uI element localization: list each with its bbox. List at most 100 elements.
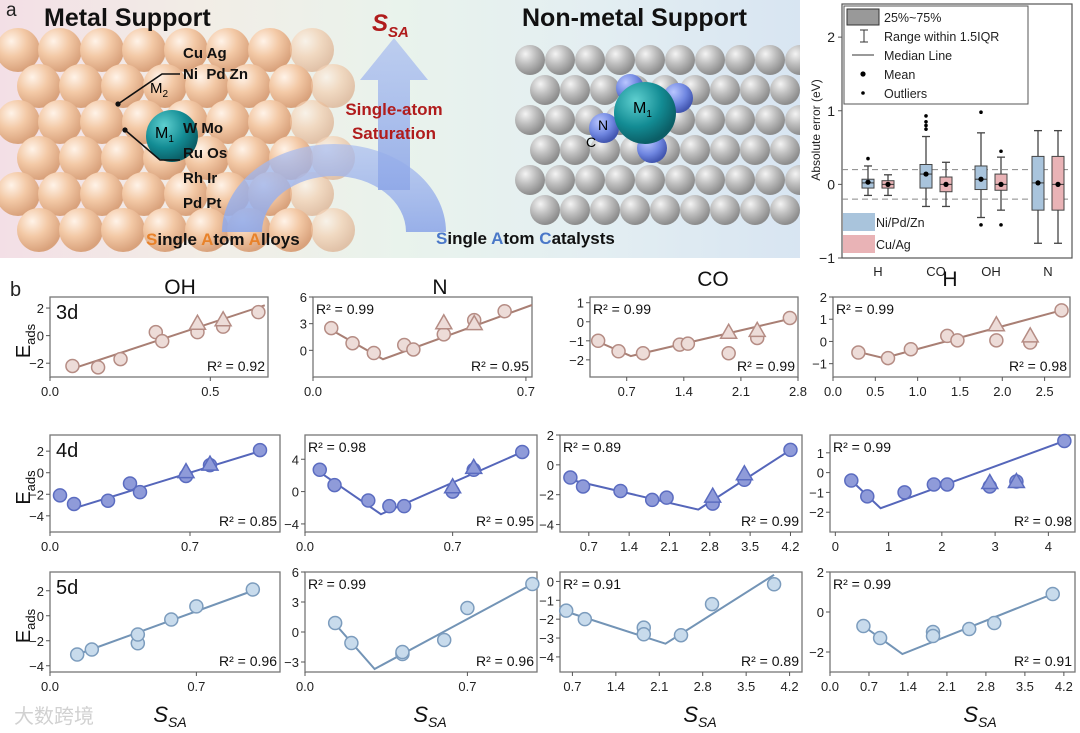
carbon-atom xyxy=(545,165,575,195)
r2-bottom-label: R² = 0.95 xyxy=(476,513,534,529)
x-tick-label: 0 xyxy=(832,539,839,554)
scatter-panel-5d-H: −2 0 2 0.0 0.7 1.4 2.1 2.8 3.5 4.2 R² = 0.99 R² = 0… xyxy=(809,565,1076,694)
up-arrow-icon xyxy=(360,38,428,190)
y-tick-label: 1 xyxy=(577,296,584,311)
carbon-atom xyxy=(515,45,545,75)
r2-bottom-label: R² = 0.98 xyxy=(1014,513,1072,529)
carbon-atom xyxy=(710,75,740,105)
r2-top-label: R² = 0.99 xyxy=(833,439,891,455)
x-axis-label: SSA xyxy=(153,702,186,730)
xlabel-sub: SA xyxy=(168,714,187,730)
y-tick-label: −1 xyxy=(569,334,584,349)
y-tick-label: 0 xyxy=(817,466,824,481)
data-point-circle xyxy=(577,611,593,627)
data-point-circle xyxy=(132,484,148,500)
peach-atom xyxy=(290,100,334,144)
data-point-circle xyxy=(766,577,782,592)
peach-atom xyxy=(185,136,229,180)
r2-bottom-label: R² = 0.96 xyxy=(219,653,277,669)
data-point-circle xyxy=(395,644,410,660)
carbon-atom xyxy=(680,135,710,165)
peach-atom xyxy=(101,136,145,180)
data-point-circle xyxy=(939,477,955,492)
y-axis-label: Eads xyxy=(13,470,38,505)
data-point-circle xyxy=(782,310,798,326)
y-tick-label: 0 xyxy=(817,605,824,620)
carbon-atom xyxy=(560,135,590,165)
row-label: 5d xyxy=(56,577,78,599)
y-tick-label: 1 xyxy=(820,312,827,327)
outlier-dot xyxy=(979,110,983,115)
y-tick-label: −1 xyxy=(809,485,824,500)
x-tick-label: N xyxy=(1043,264,1052,279)
x-tick-label: 1.4 xyxy=(675,384,693,399)
legend-entry: Mean xyxy=(884,68,915,82)
r2-top-label: R² = 0.98 xyxy=(308,439,366,455)
y-tick-label: 0 xyxy=(547,458,554,473)
x-tick-label: 2.8 xyxy=(694,679,712,694)
data-point-circle xyxy=(897,485,912,500)
carbon-atom xyxy=(530,75,560,105)
data-point-circle xyxy=(659,490,674,505)
y-tick-label: −4 xyxy=(539,518,554,533)
saa-a: A xyxy=(201,230,214,249)
legend-entry: Range within 1.5IQR xyxy=(884,30,999,44)
data-point-circle xyxy=(903,341,919,357)
y-tick-label: −2 xyxy=(29,487,44,502)
carbon-atom xyxy=(590,195,620,225)
r2-bottom-label: R² = 0.98 xyxy=(1009,358,1067,374)
sac-tom: tom xyxy=(503,229,540,248)
outlier-dot xyxy=(924,119,928,124)
data-point-triangle xyxy=(176,462,196,479)
y-tick-label: 2 xyxy=(547,428,554,443)
x-tick-label: 0.7 xyxy=(563,679,581,694)
x-tick-label: 1.4 xyxy=(607,679,625,694)
outlier-dot xyxy=(979,223,983,227)
atom-lattice-illustration xyxy=(0,28,800,252)
data-point-circle xyxy=(680,336,696,351)
data-point-circle xyxy=(460,600,475,616)
carbon-label: C xyxy=(586,134,597,150)
m2-symbol: M xyxy=(150,80,163,97)
x-tick-label: OH xyxy=(981,264,1001,279)
r2-bottom-label: R² = 0.99 xyxy=(737,358,795,374)
data-point-circle xyxy=(164,612,179,627)
sac-ingle: ingle xyxy=(447,229,492,248)
data-point-circle xyxy=(563,470,578,485)
y-tick-label: 0 xyxy=(37,329,44,344)
mean-dot xyxy=(943,181,949,187)
data-point-circle xyxy=(90,360,106,375)
peach-atom xyxy=(143,208,187,252)
data-point-circle xyxy=(844,473,859,488)
data-point-circle xyxy=(366,345,382,361)
data-point-circle xyxy=(84,642,100,657)
data-point-circle xyxy=(925,628,941,644)
xlabel-main: S xyxy=(683,702,698,727)
data-point-triangle xyxy=(1007,472,1026,489)
saa-tom: tom xyxy=(213,230,249,249)
carbon-atom xyxy=(665,45,695,75)
carbon-atom xyxy=(665,165,695,195)
metal-support-title: Metal Support xyxy=(44,4,211,32)
m1-subscript: 1 xyxy=(646,109,652,121)
x-tick-label: 2.0 xyxy=(993,384,1011,399)
outlier-dot xyxy=(924,127,928,131)
data-point-circle xyxy=(613,483,628,499)
carbon-atom xyxy=(530,135,560,165)
panel-b-label: b xyxy=(10,279,22,301)
data-point-circle xyxy=(324,320,339,336)
carbon-atom xyxy=(575,165,605,195)
x-tick-label: 3.5 xyxy=(737,679,755,694)
carbon-atom xyxy=(710,135,740,165)
data-point-circle xyxy=(245,582,261,597)
carbon-atom xyxy=(770,75,800,105)
panel-frame xyxy=(304,434,538,533)
carbon-atom xyxy=(785,105,800,135)
x-tick-label: 2.1 xyxy=(660,539,678,554)
carbon-atom xyxy=(725,165,755,195)
data-point-triangle xyxy=(1020,326,1040,343)
peach-atom xyxy=(17,208,61,252)
y-tick-label: 2 xyxy=(37,444,44,459)
x-tick-label: 1.4 xyxy=(620,539,638,554)
